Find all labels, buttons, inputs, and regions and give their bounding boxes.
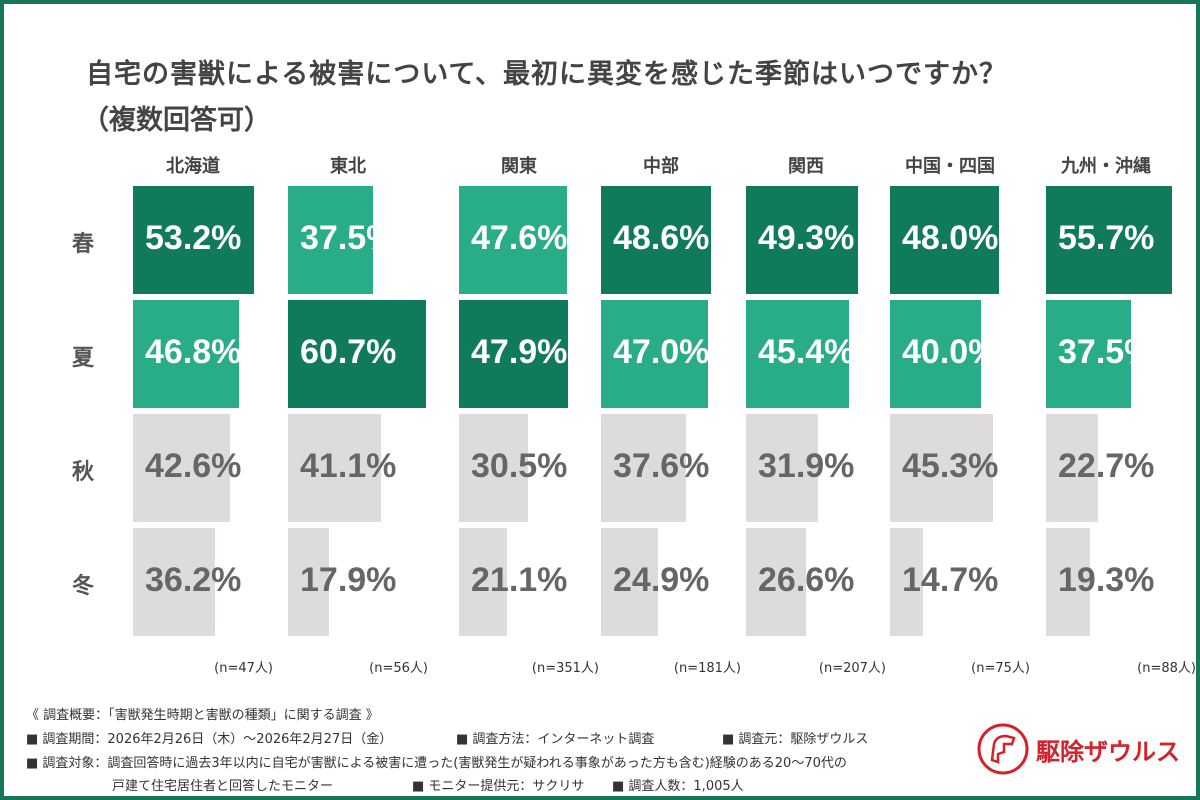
row-label: 夏 xyxy=(71,346,94,371)
data-label: 31.9% xyxy=(758,447,855,485)
data-label: 37.5% xyxy=(1058,333,1155,371)
bar xyxy=(890,528,924,636)
bar xyxy=(890,186,999,294)
footer-target-cont: 戸建て住宅居住者と回答したモニター xyxy=(112,779,334,794)
row-label: 春 xyxy=(71,232,94,257)
footer-row4: 戸建て住宅居住者と回答したモニター ■ モニター提供元：サクリサ ■ 調査人数：1,… xyxy=(112,775,744,794)
column-header: 東北 xyxy=(330,156,366,177)
data-label: 26.6% xyxy=(758,561,855,599)
data-label: 24.9% xyxy=(613,561,710,599)
bar xyxy=(133,528,216,636)
footer-row2: ■ 調査期間：2026年2月26日（木）～2026年2月27日（金） ■ 調査方法… xyxy=(26,728,868,747)
bar xyxy=(1046,414,1098,522)
data-label: 37.6% xyxy=(613,447,710,485)
sample-size-label: (n=181人) xyxy=(673,661,741,676)
bar xyxy=(890,300,981,408)
column-header: 関西 xyxy=(788,156,824,177)
bar xyxy=(133,186,254,294)
bar xyxy=(459,186,568,294)
data-label: 45.3% xyxy=(902,447,999,485)
data-label: 42.6% xyxy=(145,447,242,485)
data-label: 46.8% xyxy=(145,333,242,371)
data-label: 22.7% xyxy=(1058,447,1155,485)
footer-source: ■ 調査元：駆除ザウルス xyxy=(722,732,869,747)
chart-subtitle: （複数回答可） xyxy=(82,105,271,136)
data-label: 48.0% xyxy=(902,219,999,257)
footer-count: ■ 調査人数：1,005人 xyxy=(612,779,744,794)
data-label: 45.4% xyxy=(758,333,855,371)
column-header: 九州・沖縄 xyxy=(1061,156,1151,177)
bar xyxy=(601,186,712,294)
footer-provider: ■ モニター提供元：サクリサ xyxy=(412,779,585,794)
data-label: 60.7% xyxy=(300,333,397,371)
column-header: 北海道 xyxy=(166,156,220,177)
logo-text: 駆除ザウルス xyxy=(1036,737,1180,766)
data-label: 49.3% xyxy=(758,219,855,257)
brand-logo: 駆除ザウルス xyxy=(976,722,1180,776)
data-label: 48.6% xyxy=(613,219,710,257)
data-label: 47.9% xyxy=(471,333,568,371)
bar xyxy=(459,528,507,636)
bar xyxy=(459,300,568,408)
sample-size-label: (n=47人) xyxy=(214,661,273,676)
sample-size-label: (n=88人) xyxy=(1137,661,1196,676)
data-label: 36.2% xyxy=(145,561,242,599)
bar xyxy=(1046,300,1132,408)
bar xyxy=(1046,528,1090,636)
bar xyxy=(1046,186,1173,294)
sample-size-label: (n=351人) xyxy=(531,661,599,676)
data-label: 19.3% xyxy=(1058,561,1155,599)
data-label: 55.7% xyxy=(1058,219,1155,257)
bar xyxy=(746,528,807,636)
data-label: 40.0% xyxy=(902,333,999,371)
bar xyxy=(133,414,230,522)
bar xyxy=(601,414,687,522)
data-label: 53.2% xyxy=(145,219,242,257)
column-header: 中国・四国 xyxy=(905,156,995,177)
row-label: 秋 xyxy=(71,460,94,485)
bar xyxy=(133,300,240,408)
bar xyxy=(288,186,374,294)
data-label: 41.1% xyxy=(300,447,397,485)
bar xyxy=(288,414,382,522)
footer-overview: 《 調査概要：「害獣発生時期と害獣の種類」に関する調査 》 xyxy=(26,708,379,723)
bar xyxy=(746,414,819,522)
dinosaur-logo-icon xyxy=(977,723,1029,775)
bar xyxy=(890,414,993,522)
footer-period: ■ 調査期間：2026年2月26日（木）～2026年2月27日（金） xyxy=(26,732,393,747)
bar xyxy=(459,414,529,522)
footer-method: ■ 調査方法：インターネット調査 xyxy=(456,732,655,747)
chart-title: 自宅の害獣による被害について、最初に異変を感じた季節はいつですか？ xyxy=(86,59,1008,90)
sample-size-label: (n=75人) xyxy=(971,661,1030,676)
bar xyxy=(601,528,658,636)
bar xyxy=(746,300,850,408)
data-label: 17.9% xyxy=(300,561,397,599)
data-label: 30.5% xyxy=(471,447,568,485)
footer-target: ■ 調査対象：調査回答時に過去3年以内に自宅が害獣による被害に遭った(害獣発生が… xyxy=(26,756,847,771)
bar xyxy=(288,528,329,636)
data-label: 47.0% xyxy=(613,333,710,371)
column-header: 関東 xyxy=(501,156,537,177)
bar xyxy=(288,300,426,408)
data-label: 21.1% xyxy=(471,561,568,599)
row-label: 冬 xyxy=(71,574,94,599)
data-label: 37.5% xyxy=(300,219,397,257)
sample-size-label: (n=207人) xyxy=(818,661,886,676)
bar xyxy=(601,300,708,408)
data-label: 47.6% xyxy=(471,219,568,257)
bar xyxy=(746,186,858,294)
data-label: 14.7% xyxy=(902,561,999,599)
sample-size-label: (n=56人) xyxy=(369,661,428,676)
column-header: 中部 xyxy=(643,156,679,177)
